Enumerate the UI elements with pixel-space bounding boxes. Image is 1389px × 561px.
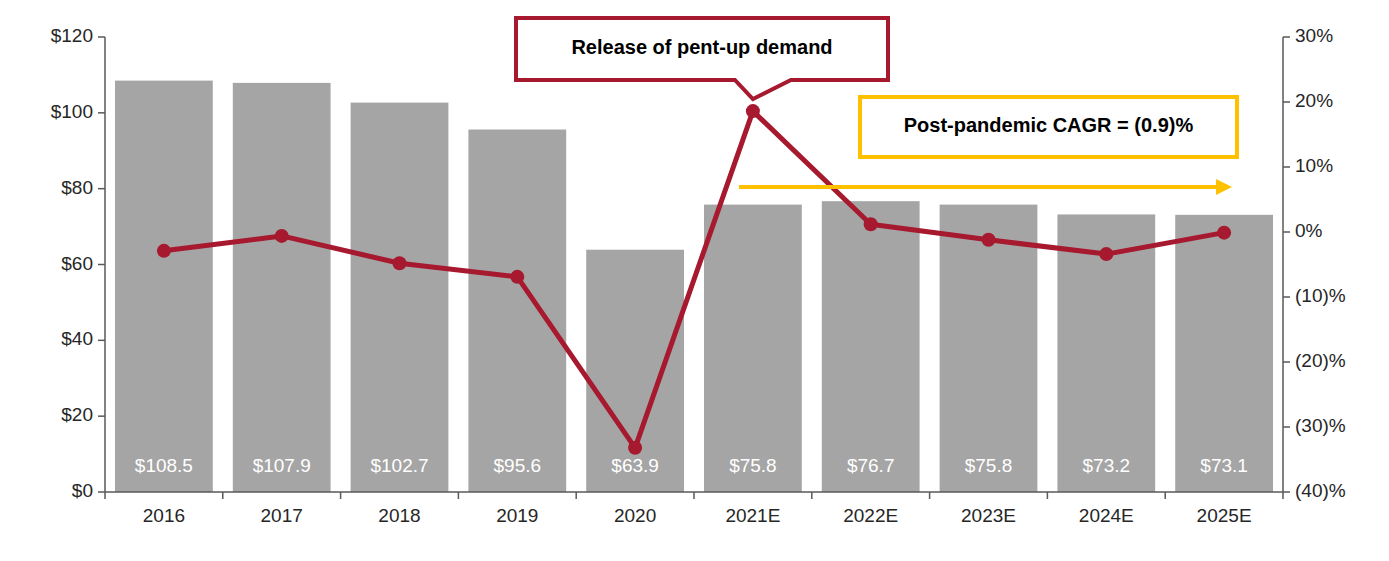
chart: $108.5 $107.9 $102.7 $95.6 $63.9 $75.8 $76.7 $7…	[0, 0, 1389, 561]
bar	[586, 250, 684, 492]
bar	[1175, 215, 1273, 492]
x-tick-label: 2019	[496, 505, 538, 526]
x-tick	[575, 492, 577, 499]
y2-tick	[1283, 491, 1290, 493]
y-tick	[98, 112, 105, 114]
x-tick-label: 2017	[261, 505, 303, 526]
annotation: Post-pandemic CAGR = (0.9)%	[904, 114, 1194, 136]
data-label: $108.5	[135, 455, 193, 476]
y-tick-label: $100	[51, 101, 93, 122]
bar	[233, 83, 331, 492]
x-tick	[1164, 492, 1166, 499]
x-tick	[458, 492, 460, 499]
data-label: $63.9	[611, 455, 659, 476]
x-tick	[340, 492, 342, 499]
marker	[393, 256, 407, 270]
y-tick	[98, 415, 105, 417]
y2-tick-label: (40)%	[1295, 480, 1346, 501]
data-label: $76.7	[847, 455, 895, 476]
cagr-box	[860, 97, 1237, 157]
x-tick	[222, 492, 224, 499]
marker	[157, 244, 171, 258]
x-tick-label: 2016	[143, 505, 185, 526]
marker	[510, 270, 524, 284]
x-tick	[693, 492, 695, 499]
x-tick	[1047, 492, 1049, 499]
x-tick	[104, 492, 106, 499]
plot-area	[115, 81, 1273, 492]
bar	[822, 201, 920, 492]
y2-tick-label: 10%	[1295, 155, 1333, 176]
y-tick-label: $60	[61, 253, 93, 274]
cagr-arrowhead	[1216, 179, 1232, 195]
y-tick	[98, 340, 105, 342]
y2-tick-label: (20)%	[1295, 350, 1346, 371]
x-tick-label: 2022E	[843, 505, 898, 526]
y2-tick-label: 20%	[1295, 90, 1333, 111]
x-tick-label: 2020	[614, 505, 656, 526]
bar	[704, 205, 802, 492]
y-tick-label: $20	[61, 404, 93, 425]
x-tick	[811, 492, 813, 499]
marker	[275, 229, 289, 243]
x-tick-label: 2021E	[725, 505, 780, 526]
x-tick	[1282, 492, 1284, 499]
y2-tick-label: 0%	[1295, 220, 1323, 241]
data-label: $95.6	[494, 455, 542, 476]
bar	[940, 205, 1038, 492]
data-label: $75.8	[729, 455, 777, 476]
data-label: $73.1	[1200, 455, 1248, 476]
y2-tick-label: (30)%	[1295, 415, 1346, 436]
marker	[746, 104, 760, 118]
data-label: $73.2	[1083, 455, 1131, 476]
bar	[1057, 214, 1155, 492]
y2-tick	[1283, 36, 1290, 38]
y-tick-label: $40	[61, 328, 93, 349]
bar	[115, 81, 213, 492]
bar	[468, 130, 566, 492]
cagr-arrow	[739, 185, 1218, 189]
marker	[982, 233, 996, 247]
x-tick-label: 2023E	[961, 505, 1016, 526]
y-tick	[98, 36, 105, 38]
x-tick	[929, 492, 931, 499]
y-tick	[98, 188, 105, 190]
annotation: Release of pent-up demand	[571, 36, 832, 58]
axes	[98, 37, 1290, 499]
marker	[1217, 226, 1231, 240]
y2-tick-label: (10)%	[1295, 285, 1346, 306]
data-label: $75.8	[965, 455, 1013, 476]
x-tick-label: 2024E	[1079, 505, 1134, 526]
y-tick	[98, 264, 105, 266]
data-label: $107.9	[253, 455, 311, 476]
data-label: $102.7	[370, 455, 428, 476]
marker	[864, 217, 878, 231]
y-tick-label: $0	[72, 480, 93, 501]
y2-tick-label: 30%	[1295, 25, 1333, 46]
y-tick-label: $120	[51, 25, 93, 46]
x-tick-label: 2025E	[1197, 505, 1252, 526]
y2-tick	[1283, 231, 1290, 233]
callout-box	[516, 18, 888, 99]
x-tick-label: 2018	[378, 505, 420, 526]
y2-tick	[1283, 166, 1290, 168]
bar	[351, 103, 449, 492]
y-tick-label: $80	[61, 177, 93, 198]
line	[164, 111, 1224, 448]
y2-tick	[1283, 426, 1290, 428]
y-tick	[98, 491, 105, 493]
y2-tick	[1283, 361, 1290, 363]
marker	[1099, 247, 1113, 261]
y2-tick	[1283, 101, 1290, 103]
y2-axis-line	[1282, 37, 1284, 492]
labels: $108.5 $107.9 $102.7 $95.6 $63.9 $75.8 $76.7 $7…	[51, 18, 1346, 526]
y2-tick	[1283, 296, 1290, 298]
marker	[628, 441, 642, 455]
